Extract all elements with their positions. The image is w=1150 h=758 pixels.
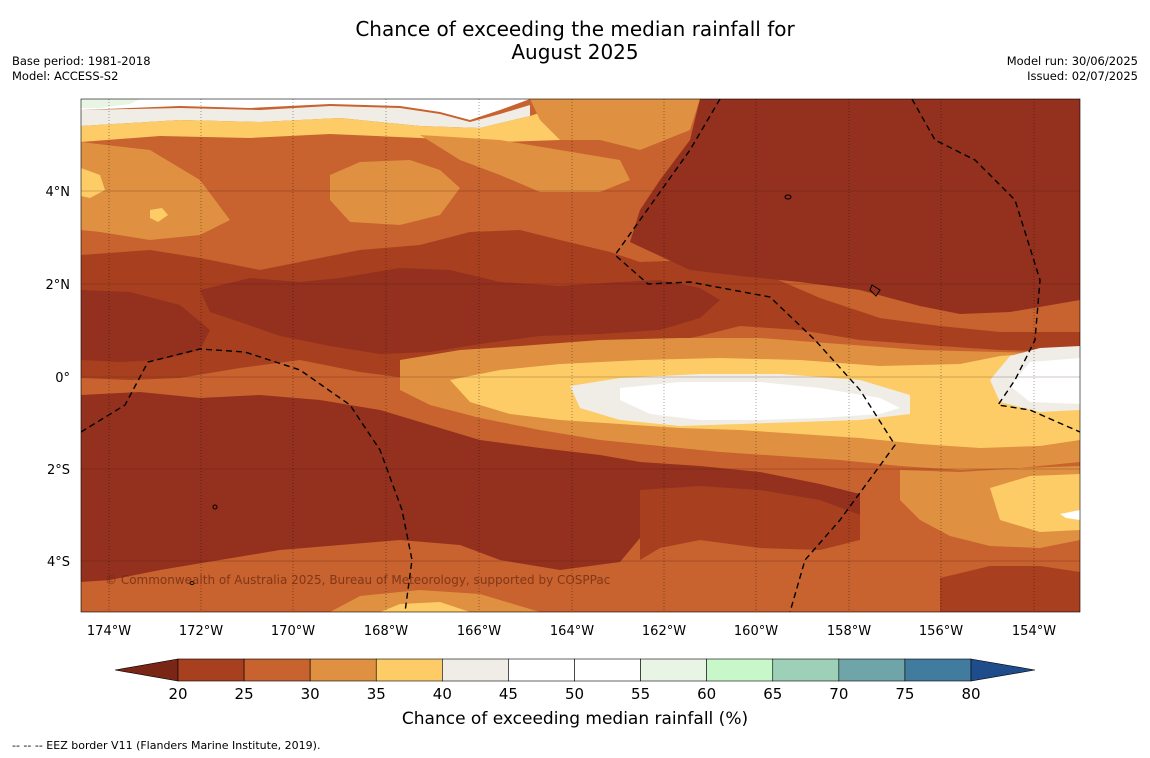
title-line-2: August 2025 bbox=[511, 40, 639, 64]
lon-label: 168°W bbox=[364, 624, 408, 639]
lon-label: 162°W bbox=[642, 624, 686, 639]
lat-label: 2°S bbox=[47, 463, 70, 478]
lon-label: 164°W bbox=[550, 624, 594, 639]
colorbar: 20 25 30 35 40 45 50 55 60 65 70 75 80 bbox=[114, 658, 1036, 703]
colorbar-label: Chance of exceeding median rainfall (%) bbox=[401, 709, 749, 729]
colorbar-segment bbox=[904, 658, 972, 682]
map-field: © Commonwealth of Australia 2025, Bureau… bbox=[81, 99, 1080, 612]
colorbar-tick-label: 25 bbox=[235, 685, 254, 703]
islands bbox=[189, 194, 881, 585]
colorbar-segment bbox=[640, 658, 707, 682]
colorbar-tick-label: 30 bbox=[301, 685, 320, 703]
eez-border-central bbox=[614, 99, 896, 612]
patch-yellow-left bbox=[81, 168, 105, 198]
region-dark-west bbox=[81, 290, 210, 362]
lat-label: 2°N bbox=[46, 278, 71, 293]
colorbar-segment bbox=[838, 658, 906, 682]
colorbar-segment bbox=[309, 658, 377, 682]
lon-label: 172°W bbox=[179, 624, 223, 639]
colorbar-segment bbox=[508, 658, 575, 682]
colorbar-segment bbox=[772, 658, 840, 682]
lon-label: 174°W bbox=[87, 624, 131, 639]
eez-border-west bbox=[81, 348, 413, 612]
colorbar-segment bbox=[177, 658, 245, 682]
colorbar-tick-label: 70 bbox=[829, 685, 848, 703]
colorbar-segment bbox=[243, 658, 311, 682]
band-equator-white bbox=[620, 382, 900, 420]
meta-right: Model run: 30/06/2025 Issued: 02/07/2025 bbox=[1007, 54, 1138, 84]
colorbar-tick-label: 65 bbox=[763, 685, 782, 703]
longitude-labels: 174°W 172°W 170°W 168°W 166°W 164°W 162°… bbox=[87, 624, 1056, 639]
region-dark-northeast bbox=[630, 99, 1080, 314]
lon-label: 170°W bbox=[271, 624, 315, 639]
latitude-labels: 4°N 2°N 0° 2°S 4°S bbox=[46, 185, 71, 570]
colorbar-tick-label: 75 bbox=[895, 685, 914, 703]
lat-label: 4°N bbox=[46, 185, 71, 200]
patch-white-east bbox=[1010, 358, 1080, 404]
eez-legend-note: -- -- -- EEZ border V11 (Flanders Marine… bbox=[12, 739, 321, 752]
colorbar-segment bbox=[706, 658, 774, 682]
colorbar-tick-label: 50 bbox=[565, 685, 584, 703]
patch-orange-mid2 bbox=[420, 135, 630, 192]
lon-label: 160°W bbox=[734, 624, 778, 639]
colorbar-segment bbox=[375, 658, 443, 682]
patch-yellow-southeast bbox=[990, 474, 1080, 532]
patch-brown-south bbox=[640, 486, 860, 560]
lon-label: 166°W bbox=[457, 624, 501, 639]
meta-left: Base period: 1981-2018 Model: ACCESS-S2 bbox=[12, 54, 151, 84]
colorbar-tick-label: 35 bbox=[367, 685, 386, 703]
patch-white-southeast bbox=[1060, 510, 1080, 520]
region-dark-south bbox=[81, 392, 860, 582]
colorbar-tick-label: 80 bbox=[961, 685, 980, 703]
model-name: Model: ACCESS-S2 bbox=[12, 69, 119, 83]
map-title: Chance of exceeding the median rainfall … bbox=[0, 18, 1150, 64]
band-top-white bbox=[81, 99, 530, 120]
patch-orange-topright bbox=[530, 99, 700, 150]
patch-yellow-bottom bbox=[380, 602, 470, 612]
colorbar-segment bbox=[442, 658, 509, 682]
title-line-1: Chance of exceeding the median rainfall … bbox=[355, 17, 795, 41]
patch-yellow-dot bbox=[150, 208, 168, 222]
lat-label: 0° bbox=[55, 371, 70, 386]
band-top-green bbox=[81, 99, 140, 108]
eez-borders bbox=[81, 99, 1080, 612]
eez-border-east bbox=[911, 99, 1080, 433]
colorbar-tick-label: 45 bbox=[499, 685, 518, 703]
lon-label: 154°W bbox=[1012, 624, 1056, 639]
band-top-beige bbox=[81, 105, 530, 128]
model-run: Model run: 30/06/2025 bbox=[1006, 54, 1138, 68]
colorbar-tick-label: 20 bbox=[168, 685, 187, 703]
colorbar-extend-low bbox=[114, 658, 179, 682]
colorbar-extend-high bbox=[970, 658, 1036, 682]
lon-label: 158°W bbox=[827, 624, 871, 639]
colorbar-tick-label: 40 bbox=[433, 685, 452, 703]
lon-label: 156°W bbox=[919, 624, 963, 639]
graticule bbox=[81, 190, 1080, 562]
colorbar-tick-label: 55 bbox=[631, 685, 650, 703]
issued-date: Issued: 02/07/2025 bbox=[1027, 69, 1138, 83]
colorbar-tick-label: 60 bbox=[697, 685, 716, 703]
patch-orange-bottom bbox=[330, 590, 540, 612]
region-dark-central bbox=[200, 268, 720, 354]
patch-brown-southeast bbox=[940, 566, 1080, 612]
patch-orange-mid bbox=[330, 160, 460, 225]
base-period: Base period: 1981-2018 bbox=[12, 54, 151, 68]
lat-label: 4°S bbox=[47, 555, 70, 570]
colorbar-segment bbox=[574, 658, 641, 682]
copyright-text: © Commonwealth of Australia 2025, Bureau… bbox=[105, 573, 610, 587]
map-frame bbox=[80, 98, 1081, 613]
